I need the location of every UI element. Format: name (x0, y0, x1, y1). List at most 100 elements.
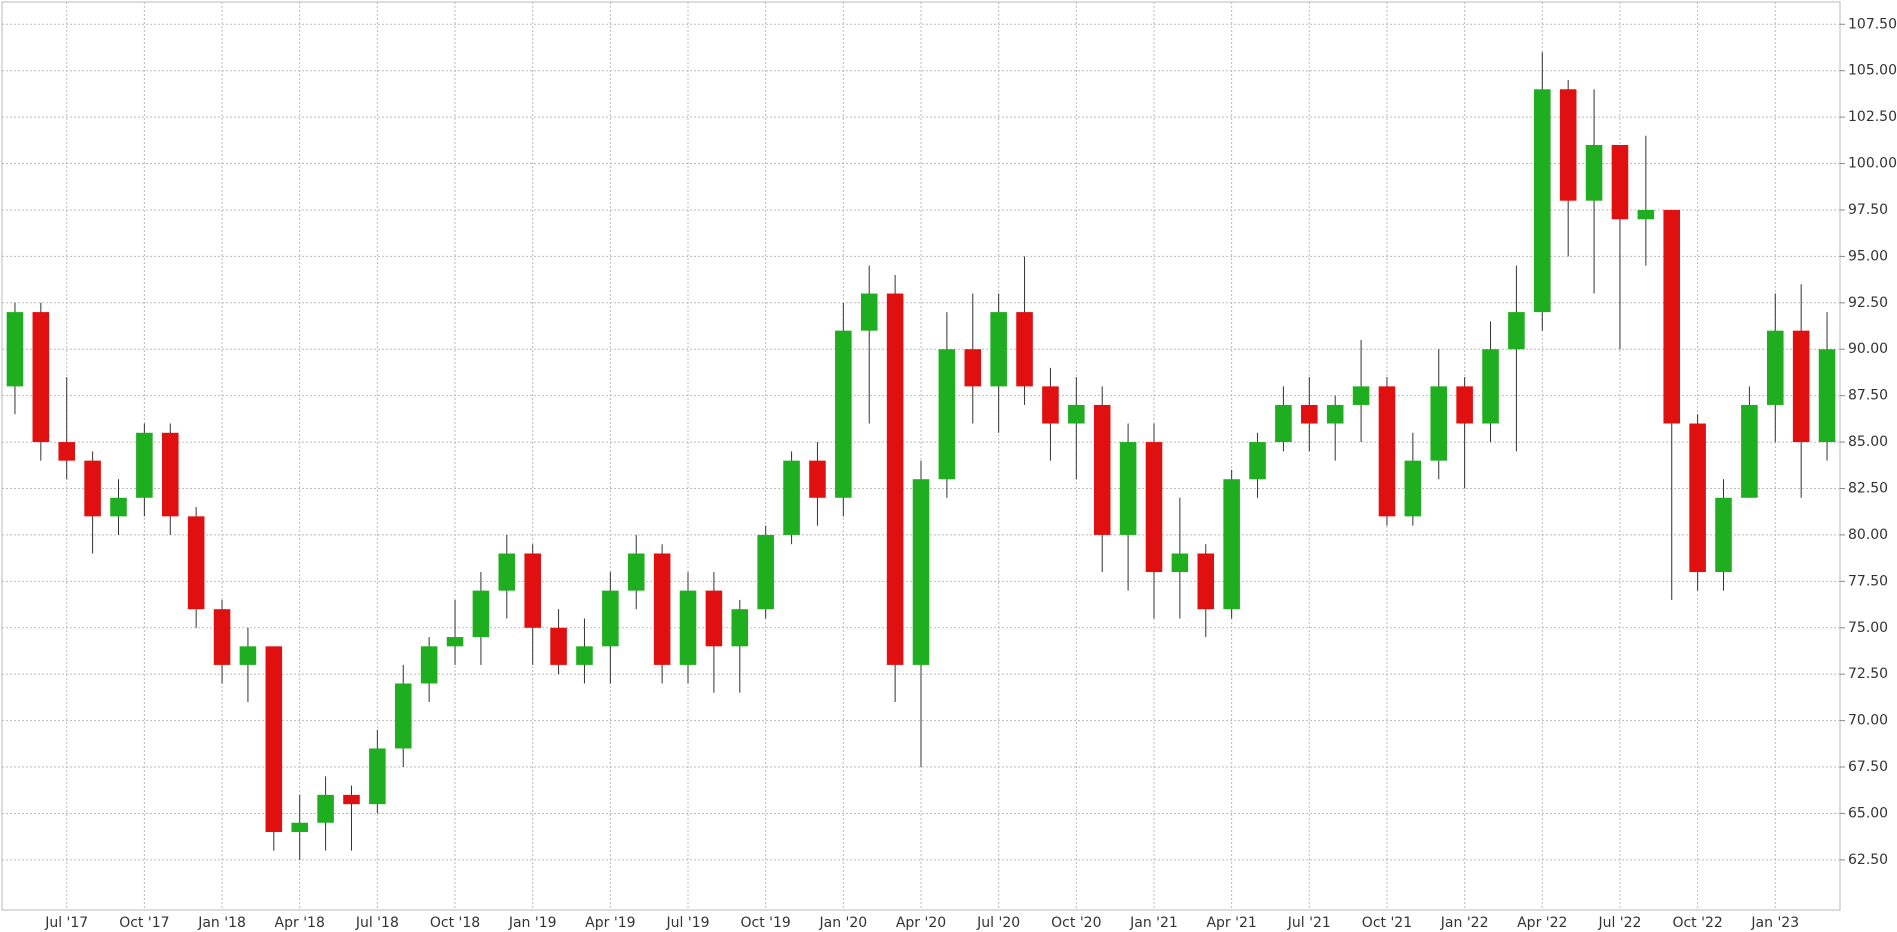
x-tick-label: Jan '21 (1129, 915, 1178, 931)
candle-body (265, 646, 283, 833)
candle-body (1637, 209, 1655, 220)
x-tick-label: Jul '18 (355, 915, 399, 931)
x-tick-label: Apr '19 (585, 915, 635, 931)
candle-body (1818, 349, 1836, 443)
y-tick-label: 67.50 (1848, 759, 1888, 775)
x-tick-label: Oct '22 (1672, 915, 1722, 931)
candle-body (705, 590, 723, 647)
candle-body (1611, 144, 1629, 220)
candle-body (317, 794, 334, 823)
candle-body (1689, 423, 1706, 573)
candle-body (1715, 497, 1732, 573)
candle-body (84, 460, 101, 517)
candle-body (1663, 209, 1681, 424)
y-tick-label: 62.50 (1848, 852, 1888, 868)
candle-body (58, 442, 76, 461)
x-tick-label: Jan '19 (508, 915, 557, 931)
candle-body (1275, 404, 1292, 443)
candle-body (783, 460, 800, 535)
y-tick-label: 75.00 (1848, 620, 1888, 636)
candle-body (239, 646, 257, 665)
candle-body (1404, 460, 1422, 517)
candle-body (1430, 386, 1448, 461)
candle-body (291, 822, 308, 833)
x-tick-label: Oct '17 (119, 915, 169, 931)
candle-body (912, 479, 930, 665)
x-tick-label: Jul '21 (1287, 915, 1331, 931)
candle-body (1223, 479, 1240, 610)
candle-body (602, 590, 619, 647)
y-tick-label: 102.50 (1848, 109, 1897, 125)
candle-body (1145, 442, 1163, 573)
x-tick-label: Jul '20 (976, 915, 1020, 931)
candle-body (653, 553, 671, 665)
candle-body (1766, 330, 1784, 405)
x-tick-label: Oct '19 (741, 915, 791, 931)
candle-body (1068, 404, 1085, 424)
candle-body (860, 293, 878, 331)
x-tick-label: Jan '22 (1440, 915, 1489, 931)
candle-body (627, 553, 645, 591)
y-tick-label: 82.50 (1848, 480, 1888, 496)
candle-body (1741, 404, 1758, 498)
candle-body (809, 460, 826, 498)
x-tick-label: Oct '20 (1051, 915, 1101, 931)
y-tick-label: 70.00 (1848, 713, 1888, 729)
y-tick-label: 92.50 (1848, 295, 1888, 311)
x-tick-label: Jan '18 (197, 915, 246, 931)
candle-body (1792, 330, 1810, 443)
candle-body (213, 609, 231, 665)
candle-body (1508, 312, 1525, 350)
candle-body (964, 349, 982, 387)
y-tick-label: 97.50 (1848, 202, 1888, 218)
candle-body (576, 646, 593, 665)
candle-body (1016, 312, 1033, 387)
candle-body (472, 590, 490, 638)
candle-body (369, 748, 386, 805)
candle-body (731, 609, 749, 647)
candle-body (343, 794, 360, 805)
candle-body (679, 590, 697, 665)
candle-body (886, 293, 904, 665)
candle-body (1119, 442, 1137, 535)
candle-body (757, 534, 774, 610)
candle-body (1559, 89, 1577, 201)
x-tick-label: Apr '18 (275, 915, 325, 931)
y-tick-label: 100.00 (1848, 156, 1897, 172)
candle-body (1301, 404, 1318, 424)
y-tick-label: 65.00 (1848, 805, 1888, 821)
candle-body (1249, 442, 1266, 480)
y-tick-label: 105.00 (1848, 63, 1897, 79)
candle-body (550, 627, 567, 665)
candle-body (394, 683, 412, 749)
candle-body (1534, 89, 1551, 313)
y-tick-label: 72.50 (1848, 666, 1888, 682)
candle-body (420, 646, 438, 684)
candle-body (1352, 386, 1370, 405)
candle-body (1585, 144, 1603, 201)
candle-body (524, 553, 541, 628)
candle-body (32, 312, 50, 443)
candle-body (6, 312, 24, 387)
y-tick-label: 85.00 (1848, 434, 1888, 450)
candle-body (136, 432, 153, 498)
y-tick-label: 77.50 (1848, 573, 1888, 589)
candle-body (498, 553, 516, 591)
y-tick-label: 87.50 (1848, 388, 1888, 404)
candle-body (187, 516, 205, 610)
y-tick-label: 107.50 (1848, 16, 1897, 32)
candle-body (161, 432, 179, 517)
x-tick-label: Oct '21 (1362, 915, 1412, 931)
candle-body (1171, 553, 1189, 573)
x-tick-label: Jul '22 (1597, 915, 1641, 931)
y-tick-label: 95.00 (1848, 248, 1888, 264)
candle-body (1197, 553, 1215, 610)
candle-body (1482, 349, 1499, 424)
x-tick-label: Jul '19 (666, 915, 710, 931)
candle-body (835, 330, 852, 498)
y-tick-label: 90.00 (1848, 341, 1888, 357)
candle-body (1378, 386, 1396, 517)
x-tick-label: Apr '21 (1206, 915, 1256, 931)
x-tick-label: Apr '22 (1517, 915, 1567, 931)
